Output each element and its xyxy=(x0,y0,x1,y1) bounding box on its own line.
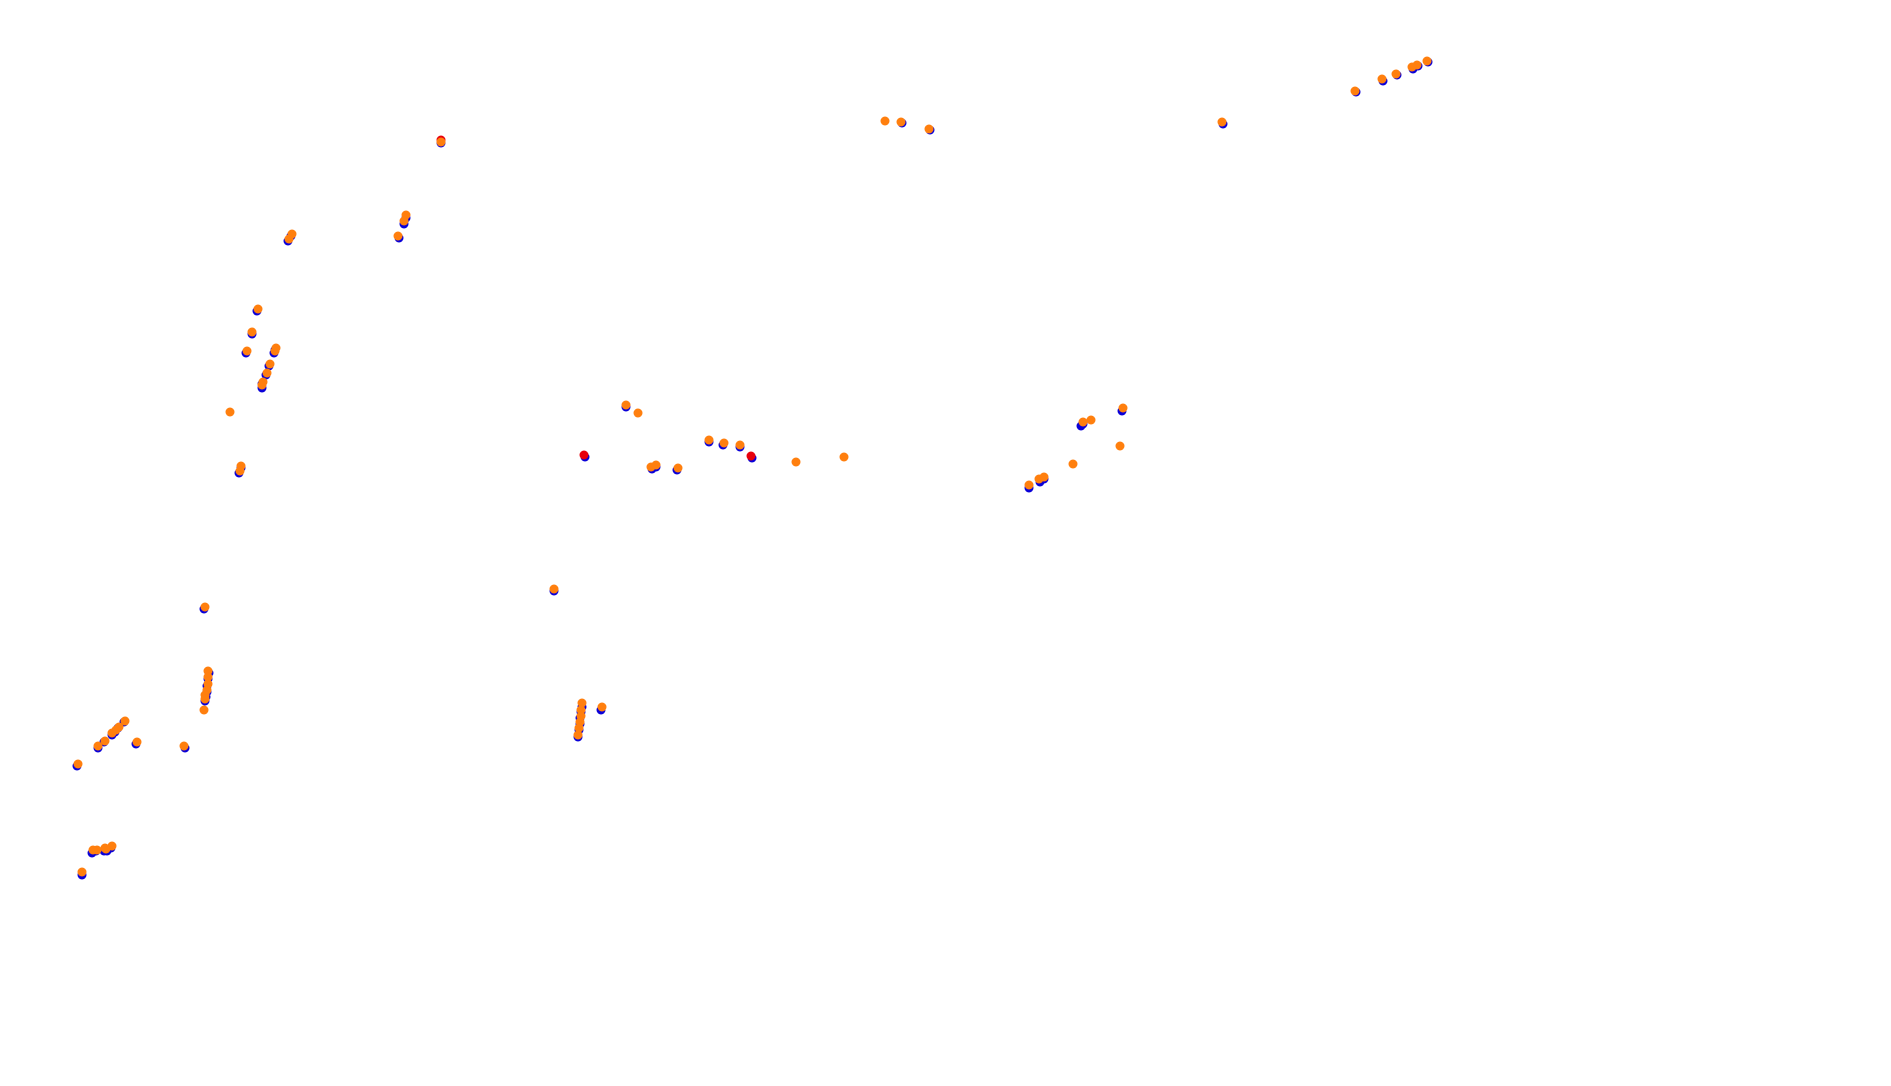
data-point xyxy=(1217,117,1227,127)
data-point xyxy=(880,116,890,126)
data-point xyxy=(1391,69,1401,79)
data-point xyxy=(735,440,745,450)
data-point xyxy=(896,117,906,127)
data-point xyxy=(253,304,263,314)
series-layer xyxy=(72,56,1433,880)
data-point xyxy=(924,124,934,134)
data-point xyxy=(77,867,87,877)
data-point xyxy=(120,716,130,726)
data-point xyxy=(100,736,110,746)
data-point xyxy=(242,346,252,356)
data-point xyxy=(200,694,210,704)
data-point xyxy=(746,451,756,461)
data-point xyxy=(1039,472,1049,482)
data-point xyxy=(393,231,403,241)
data-point xyxy=(621,400,631,410)
data-point xyxy=(199,705,209,715)
data-point xyxy=(1350,86,1360,96)
data-point xyxy=(1078,417,1088,427)
data-point xyxy=(93,741,103,751)
data-point xyxy=(262,368,272,378)
data-point xyxy=(1422,56,1432,66)
data-point xyxy=(1115,441,1125,451)
data-point xyxy=(577,698,587,708)
data-point xyxy=(132,737,142,747)
data-point xyxy=(704,435,714,445)
data-point xyxy=(791,457,801,467)
data-point xyxy=(1086,415,1096,425)
data-point xyxy=(100,843,110,853)
data-point xyxy=(1024,480,1034,490)
data-point xyxy=(1068,459,1078,469)
data-point xyxy=(651,460,661,470)
data-point xyxy=(179,741,189,751)
data-point xyxy=(200,602,210,612)
data-point xyxy=(247,327,257,337)
data-point xyxy=(225,407,235,417)
data-point xyxy=(73,759,83,769)
data-point xyxy=(284,234,294,244)
data-point xyxy=(839,452,849,462)
data-point xyxy=(673,463,683,473)
data-point xyxy=(579,450,589,460)
data-point xyxy=(257,380,267,390)
data-point xyxy=(203,672,213,682)
data-point xyxy=(235,466,245,476)
data-point xyxy=(436,137,446,147)
data-point xyxy=(107,728,117,738)
data-point xyxy=(574,723,584,733)
data-point xyxy=(549,584,559,594)
data-point xyxy=(270,346,280,356)
data-point xyxy=(573,730,583,740)
data-point xyxy=(399,216,409,226)
data-point xyxy=(1377,74,1387,84)
data-point xyxy=(88,845,98,855)
series-2 xyxy=(73,56,1432,877)
data-point xyxy=(1118,403,1128,413)
data-point xyxy=(719,438,729,448)
data-point xyxy=(1407,62,1417,72)
data-point xyxy=(597,702,607,712)
data-point xyxy=(265,359,275,369)
data-point xyxy=(633,408,643,418)
